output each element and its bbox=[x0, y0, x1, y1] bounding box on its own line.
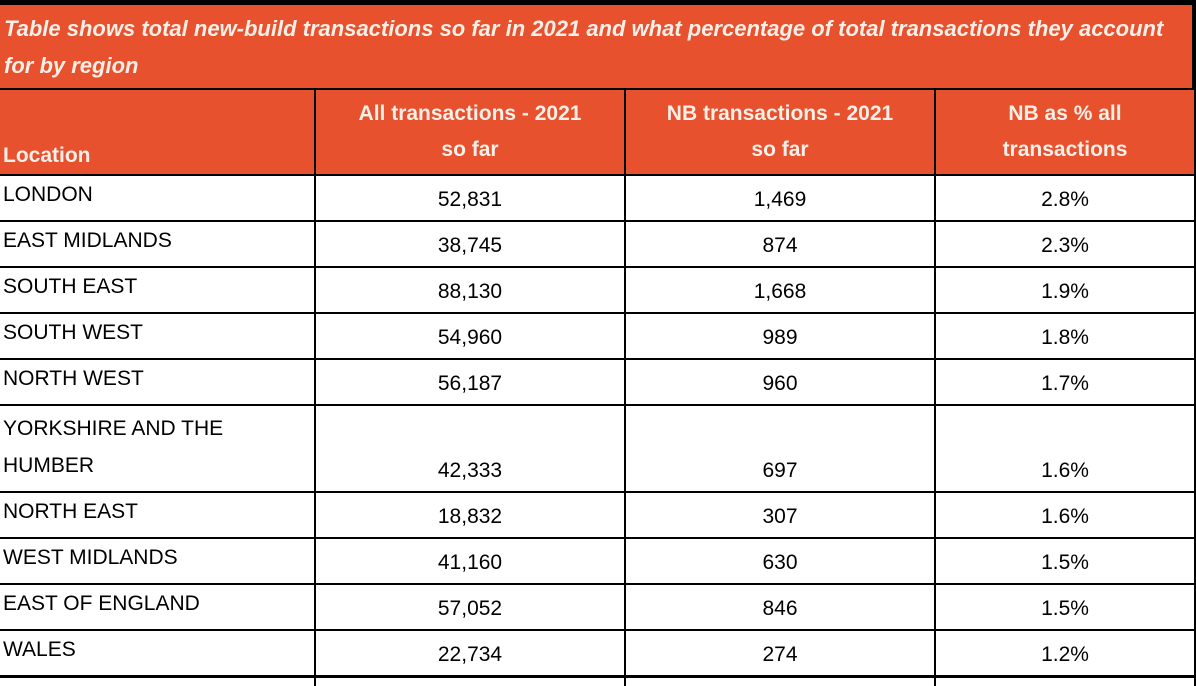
location-label: WEST MIDLANDS bbox=[3, 546, 178, 569]
table-row: NORTH WEST 56,187 960 1.7% bbox=[0, 358, 1196, 406]
value-cell: 2.3% bbox=[934, 220, 1196, 268]
column-header-nb-percent: NB as % all transactions bbox=[934, 90, 1196, 176]
value-cell: 56,187 bbox=[314, 358, 626, 406]
location-label: YORKSHIRE AND THE HUMBER bbox=[3, 417, 224, 477]
value-cell: 1.9% bbox=[934, 266, 1196, 314]
value-cell: 22,734 bbox=[314, 629, 626, 678]
table-row: LONDON 52,831 1,469 2.8% bbox=[0, 174, 1196, 222]
location-label: ENGLAND AND WALES bbox=[3, 680, 238, 686]
location-cell: EAST OF ENGLAND bbox=[0, 583, 316, 631]
location-cell: LONDON bbox=[0, 174, 316, 222]
location-label: EAST MIDLANDS bbox=[3, 229, 172, 252]
value-cell: 57,052 bbox=[314, 583, 626, 631]
value-cell: 54,960 bbox=[314, 312, 626, 360]
value-cell: 2.8% bbox=[934, 174, 1196, 222]
value-cell: 41,160 bbox=[314, 537, 626, 585]
value-cell: 960 bbox=[624, 358, 936, 406]
value-cell: 1.7% bbox=[934, 358, 1196, 406]
location-label: SOUTH EAST bbox=[3, 275, 138, 298]
table-row: EAST OF ENGLAND 57,052 846 1.5% bbox=[0, 583, 1196, 631]
location-label: WALES bbox=[3, 638, 76, 661]
value-cell: 989 bbox=[624, 312, 936, 360]
value-cell: 1.5% bbox=[934, 583, 1196, 631]
table-total-row: ENGLAND AND WALES 472,96487141.8% bbox=[0, 675, 1196, 686]
location-label: NORTH EAST bbox=[3, 500, 138, 523]
location-cell: NORTH EAST bbox=[0, 491, 316, 539]
location-cell: EAST MIDLANDS bbox=[0, 220, 316, 268]
column-header-all-transactions: All transactions - 2021 so far bbox=[314, 90, 626, 176]
location-cell: NORTH WEST bbox=[0, 358, 316, 406]
transactions-table: Location All transactions - 2021 so far … bbox=[0, 90, 1196, 686]
table-row: WEST MIDLANDS 41,160 630 1.5% bbox=[0, 537, 1196, 585]
value-cell: 1,469 bbox=[624, 174, 936, 222]
value-cell: 52,831 bbox=[314, 174, 626, 222]
table-row: SOUTH WEST 54,960 989 1.8% bbox=[0, 312, 1196, 360]
value-cell: 88,130 bbox=[314, 266, 626, 314]
table-row: YORKSHIRE AND THE HUMBER 42,333 697 1.6% bbox=[0, 404, 1196, 493]
value-cell: 42,333 bbox=[314, 404, 626, 493]
location-cell: WALES bbox=[0, 629, 316, 678]
value-cell: 874 bbox=[624, 220, 936, 268]
value-cell: 697 bbox=[624, 404, 936, 493]
value-cell: 630 bbox=[624, 537, 936, 585]
location-label: LONDON bbox=[3, 183, 93, 206]
location-label: EAST OF ENGLAND bbox=[3, 592, 200, 615]
value-cell: 274 bbox=[624, 629, 936, 678]
value-cell: 18,832 bbox=[314, 491, 626, 539]
table-header-row: Location All transactions - 2021 so far … bbox=[0, 90, 1196, 176]
value-cell: 307 bbox=[624, 491, 936, 539]
value-cell: 1.6% bbox=[934, 491, 1196, 539]
location-label: NORTH WEST bbox=[3, 367, 144, 390]
value-cell: 1,668 bbox=[624, 266, 936, 314]
table-row: NORTH EAST 18,832 307 1.6% bbox=[0, 491, 1196, 539]
value-cell: 1.8% bbox=[934, 312, 1196, 360]
value-cell: 1.8% bbox=[934, 675, 1196, 686]
table-row: WALES 22,734 274 1.2% bbox=[0, 629, 1196, 678]
table-body: LONDON 52,831 1,469 2.8% EAST MIDLANDS 38,745… bbox=[0, 174, 1196, 686]
table-row: EAST MIDLANDS 38,745 874 2.3% bbox=[0, 220, 1196, 268]
location-cell: SOUTH WEST bbox=[0, 312, 316, 360]
location-cell: YORKSHIRE AND THE HUMBER bbox=[0, 404, 316, 493]
value-cell: 38,745 bbox=[314, 220, 626, 268]
value-cell: 1.5% bbox=[934, 537, 1196, 585]
value-cell: 8714 bbox=[624, 675, 936, 686]
location-cell: SOUTH EAST bbox=[0, 266, 316, 314]
location-cell: ENGLAND AND WALES bbox=[0, 675, 316, 686]
value-cell: 1.2% bbox=[934, 629, 1196, 678]
value-cell: 1.6% bbox=[934, 404, 1196, 493]
location-cell: WEST MIDLANDS bbox=[0, 537, 316, 585]
column-header-nb-transactions: NB transactions - 2021 so far bbox=[624, 90, 936, 176]
table-row: SOUTH EAST 88,130 1,668 1.9% bbox=[0, 266, 1196, 314]
table-title-banner: Table shows total new-build transactions… bbox=[0, 0, 1196, 90]
column-header-location: Location bbox=[0, 90, 316, 176]
location-label: SOUTH WEST bbox=[3, 321, 143, 344]
value-cell: 846 bbox=[624, 583, 936, 631]
value-cell: 472,964 bbox=[314, 675, 626, 686]
